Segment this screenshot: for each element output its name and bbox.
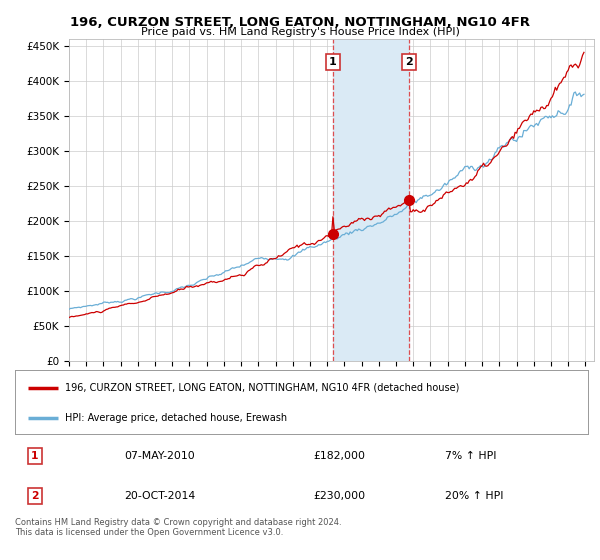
Text: £230,000: £230,000 [313, 491, 365, 501]
Text: 20-OCT-2014: 20-OCT-2014 [124, 491, 195, 501]
Text: HPI: Average price, detached house, Erewash: HPI: Average price, detached house, Erew… [65, 413, 287, 423]
Text: 20% ↑ HPI: 20% ↑ HPI [445, 491, 503, 501]
Text: Price paid vs. HM Land Registry's House Price Index (HPI): Price paid vs. HM Land Registry's House … [140, 27, 460, 37]
Text: Contains HM Land Registry data © Crown copyright and database right 2024.
This d: Contains HM Land Registry data © Crown c… [15, 518, 341, 538]
Text: 2: 2 [31, 491, 39, 501]
Text: 7% ↑ HPI: 7% ↑ HPI [445, 451, 496, 461]
Text: £182,000: £182,000 [313, 451, 365, 461]
Bar [333, 39, 409, 361]
Text: 1: 1 [329, 57, 337, 67]
Text: 196, CURZON STREET, LONG EATON, NOTTINGHAM, NG10 4FR: 196, CURZON STREET, LONG EATON, NOTTINGH… [70, 16, 530, 29]
Text: 1: 1 [31, 451, 39, 461]
Text: 07-MAY-2010: 07-MAY-2010 [124, 451, 194, 461]
Text: 196, CURZON STREET, LONG EATON, NOTTINGHAM, NG10 4FR (detached house): 196, CURZON STREET, LONG EATON, NOTTINGH… [65, 382, 460, 393]
Text: 2: 2 [405, 57, 413, 67]
